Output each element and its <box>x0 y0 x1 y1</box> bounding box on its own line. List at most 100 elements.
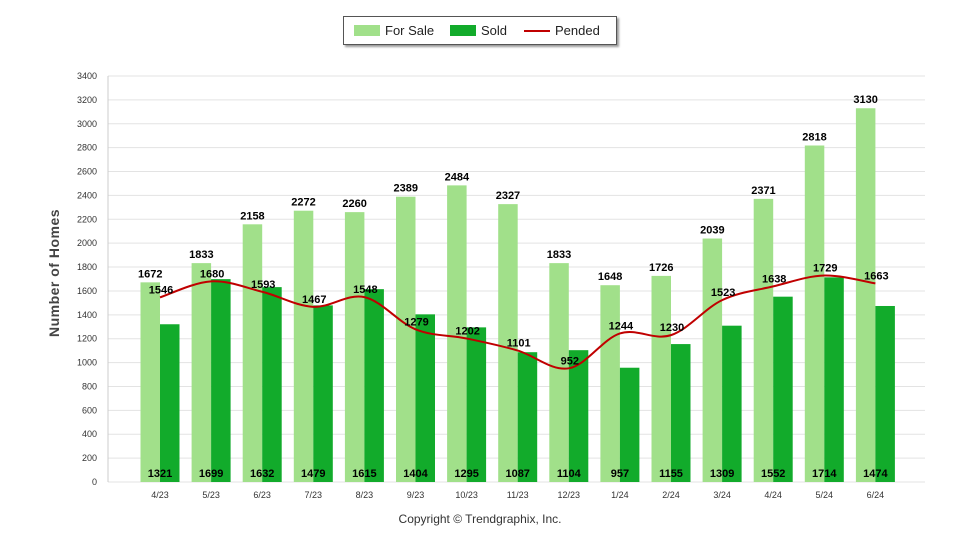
sold-value-label: 1295 <box>454 468 478 480</box>
for-sale-bar <box>498 204 518 482</box>
x-tick-label: 5/23 <box>202 490 220 500</box>
legend-item-for-sale: For Sale <box>354 23 434 38</box>
for-sale-value-label: 1726 <box>649 262 673 274</box>
sold-value-label: 1552 <box>761 468 785 480</box>
for-sale-value-label: 1672 <box>138 268 162 280</box>
y-tick-label: 1400 <box>77 310 97 320</box>
pended-value-label: 1101 <box>507 338 531 350</box>
sold-bar <box>722 325 742 482</box>
sold-value-label: 1104 <box>557 468 582 480</box>
pended-value-label: 1279 <box>404 316 428 328</box>
pended-value-label: 1729 <box>813 263 837 275</box>
y-tick-label: 2000 <box>77 238 97 248</box>
x-tick-label: 4/24 <box>764 490 782 500</box>
x-tick-label: 6/23 <box>253 490 271 500</box>
for-sale-bar <box>753 198 774 483</box>
data-labels: 1672 1321 1546 1833 1699 1680 2158 1632 1593 2272… <box>138 94 889 480</box>
x-tick-label: 6/24 <box>867 490 885 500</box>
for-sale-value-label: 3130 <box>853 94 877 106</box>
pended-value-label: 1244 <box>609 320 634 332</box>
x-axis-ticks: 4/23 5/23 6/23 7/23 8/23 9/23 10/23 11/23 12/23 1… <box>151 490 884 500</box>
sold-bar <box>211 279 231 482</box>
sold-value-label: 1404 <box>403 468 428 480</box>
pended-swatch <box>524 29 550 32</box>
x-tick-label: 9/23 <box>407 490 425 500</box>
x-tick-label: 11/23 <box>507 490 529 500</box>
y-tick-label: 1600 <box>77 286 97 296</box>
y-tick-label: 2200 <box>77 214 97 224</box>
sold-value-label: 1714 <box>812 468 837 480</box>
for-sale-bar <box>855 108 876 482</box>
y-tick-label: 3400 <box>77 71 97 81</box>
x-tick-label: 10/23 <box>455 490 478 500</box>
y-tick-label: 3200 <box>77 95 97 105</box>
sold-swatch <box>450 25 476 36</box>
pended-value-label: 952 <box>561 355 579 367</box>
sold-bar <box>568 350 589 482</box>
for-sale-value-label: 1648 <box>598 271 622 283</box>
sold-value-label: 1632 <box>250 468 274 480</box>
y-tick-label: 600 <box>82 405 97 415</box>
x-tick-label: 5/24 <box>816 490 834 500</box>
legend-pended-label: Pended <box>555 23 600 38</box>
sold-bar <box>517 352 538 482</box>
for-sale-value-label: 2818 <box>802 131 826 143</box>
y-tick-label: 3000 <box>77 119 97 129</box>
x-tick-label: 8/23 <box>356 490 374 500</box>
pended-value-label: 1663 <box>864 270 888 282</box>
sold-value-label: 1479 <box>301 468 325 480</box>
x-tick-label: 3/24 <box>713 490 731 500</box>
sold-value-label: 1087 <box>505 468 529 480</box>
sold-bar <box>364 289 384 482</box>
for-sale-value-label: 2260 <box>342 198 366 210</box>
pended-value-label: 1202 <box>455 325 479 337</box>
legend-for-sale-label: For Sale <box>385 23 435 38</box>
sold-bar <box>671 344 691 482</box>
sold-bar <box>875 305 895 482</box>
legend-sold-label: Sold <box>481 23 508 38</box>
y-tick-label: 1200 <box>77 334 97 344</box>
for-sale-value-label: 2371 <box>751 185 775 197</box>
sold-value-label: 1321 <box>148 468 172 480</box>
for-sale-bar <box>549 263 569 482</box>
y-tick-label: 200 <box>82 453 97 463</box>
x-tick-label: 7/23 <box>305 490 323 500</box>
for-sale-bar <box>293 210 314 482</box>
pended-line <box>159 274 876 370</box>
for-sale-value-label: 2158 <box>240 210 264 222</box>
y-tick-label: 800 <box>82 381 97 391</box>
pended-value-label: 1548 <box>353 284 377 296</box>
pended-value-label: 1680 <box>200 268 224 280</box>
y-tick-label: 2600 <box>77 167 97 177</box>
for-sale-bar <box>600 285 620 482</box>
pended-value-label: 1523 <box>711 287 735 299</box>
legend: For Sale Sold Pended <box>343 16 617 45</box>
for-sale-bar <box>651 275 671 482</box>
x-tick-label: 12/23 <box>558 490 581 500</box>
x-tick-label: 4/23 <box>151 490 169 500</box>
for-sale-bar <box>447 185 467 483</box>
y-tick-label: 1000 <box>77 358 97 368</box>
sold-bar <box>160 324 180 482</box>
sold-value-label: 1699 <box>199 468 223 480</box>
x-tick-label: 1/24 <box>611 490 629 500</box>
for-sale-bar <box>242 224 263 482</box>
sold-bar <box>262 287 282 482</box>
for-sale-bar <box>191 263 212 482</box>
sold-value-label: 1155 <box>659 468 683 480</box>
sold-value-label: 957 <box>611 468 629 480</box>
y-tick-label: 2400 <box>77 190 97 200</box>
pended-value-label: 1467 <box>302 294 326 306</box>
y-tick-label: 2800 <box>77 143 97 153</box>
sold-value-label: 1309 <box>710 468 734 480</box>
for-sale-value-label: 1833 <box>189 249 213 261</box>
copyright-text: Copyright © Trendgraphix, Inc. <box>398 512 562 526</box>
for-sale-bar <box>804 145 825 482</box>
sold-bar <box>415 314 435 482</box>
sold-bar <box>466 327 487 482</box>
sold-bar <box>619 367 640 482</box>
for-sale-value-label: 2039 <box>700 225 724 237</box>
pended-value-label: 1230 <box>660 322 684 334</box>
pended-value-label: 1546 <box>149 284 173 296</box>
for-sale-value-label: 2389 <box>394 183 418 195</box>
